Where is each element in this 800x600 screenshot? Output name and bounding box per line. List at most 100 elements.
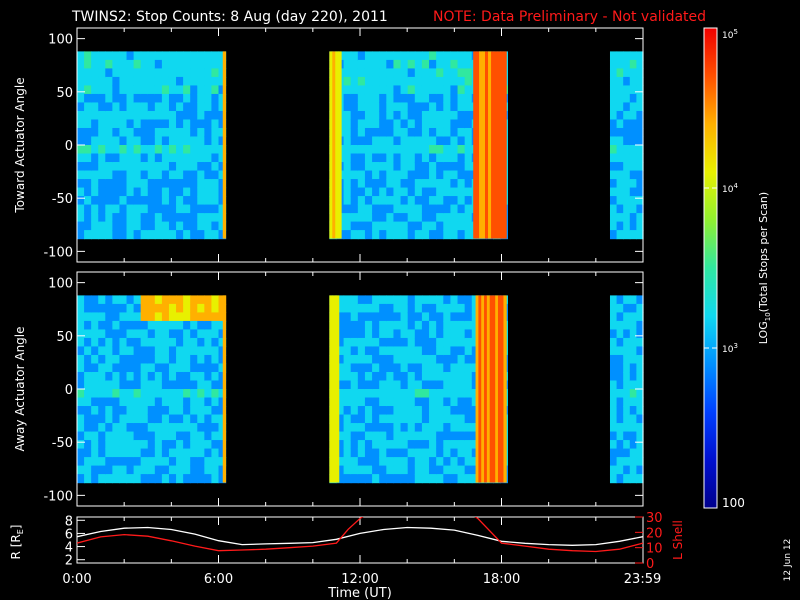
- heatmap-cell: [372, 127, 380, 138]
- heatmap-cell: [379, 337, 387, 348]
- heatmap-cell: [105, 414, 113, 424]
- heatmap-cell: [636, 448, 644, 458]
- heatmap-cell: [112, 474, 121, 484]
- heatmap-cell: [176, 448, 184, 458]
- heatmap-cell: [393, 423, 402, 433]
- heatmap-cell: [119, 474, 128, 484]
- heatmap-cell: [183, 196, 191, 206]
- heatmap-cell: [183, 68, 191, 78]
- heatmap-cell: [623, 320, 631, 331]
- heatmap-cell: [350, 76, 359, 87]
- heatmap-cell: [176, 346, 184, 356]
- x-tick-label: 18:00: [483, 572, 520, 587]
- heatmap-cell: [204, 145, 213, 155]
- heatmap-cell: [161, 119, 170, 129]
- heatmap-cell: [77, 389, 85, 399]
- heatmap-cell: [105, 465, 113, 475]
- radius-line: [77, 526, 643, 546]
- heatmap-cell: [91, 312, 99, 322]
- heatmap-cell: [464, 213, 473, 223]
- heatmap-cell: [364, 389, 373, 399]
- heatmap-cell: [436, 85, 444, 95]
- heatmap-cell: [336, 457, 345, 467]
- heatmap-cell: [393, 448, 402, 458]
- heatmap-cell: [105, 431, 113, 441]
- heatmap-cell: [183, 187, 191, 197]
- heatmap-cell: [629, 371, 637, 382]
- heatmap-cell: [623, 221, 631, 231]
- heatmap-cell: [176, 354, 184, 365]
- heatmap-cell: [443, 213, 452, 223]
- colorbar-label-suffix: (Total Stops per Scan): [757, 192, 770, 313]
- heatmap-cell: [336, 363, 345, 373]
- heatmap-cell: [372, 145, 380, 155]
- heatmap-cell: [372, 230, 380, 240]
- heatmap-cell: [464, 196, 473, 206]
- heatmap-cell: [91, 337, 99, 348]
- heatmap-cell: [379, 329, 387, 339]
- r-axis-label-sub: E: [16, 529, 25, 534]
- heatmap-cell: [414, 337, 423, 348]
- heatmap-cell: [147, 397, 156, 407]
- heatmap-cell: [450, 85, 459, 95]
- heatmap-cell: [147, 221, 156, 231]
- heatmap-cell: [112, 414, 121, 424]
- heatmap-cell: [84, 465, 92, 475]
- heatmap-cell: [436, 76, 444, 87]
- heatmap-cell: [364, 474, 373, 484]
- heatmap-cell: [91, 440, 99, 450]
- heatmap-cell: [197, 68, 205, 78]
- heatmap-cell: [393, 440, 402, 450]
- heatmap-cell: [105, 346, 113, 356]
- heatmap-cell: [379, 354, 387, 365]
- heatmap-cell: [119, 448, 128, 458]
- heatmap-cell: [84, 346, 92, 356]
- heatmap-cell: [154, 51, 163, 61]
- heatmap-cell: [457, 170, 466, 180]
- heatmap-cell: [147, 320, 156, 331]
- heatmap-cell: [84, 51, 92, 61]
- heatmap-cell: [91, 110, 99, 121]
- heatmap-cell: [379, 440, 387, 450]
- heatmap-hot-band: [222, 295, 227, 483]
- heatmap-cell: [357, 153, 366, 163]
- heatmap-cell: [609, 93, 618, 104]
- heatmap-cell: [379, 196, 387, 206]
- heatmap-cell: [161, 204, 170, 214]
- heatmap-cell: [190, 414, 198, 424]
- heatmap-cell: [623, 85, 631, 95]
- heatmap-cell: [218, 312, 227, 322]
- heatmap-cell: [636, 457, 644, 467]
- heatmap-hot-band: [497, 295, 502, 483]
- heatmap-cell: [407, 465, 416, 475]
- heatmap-cell: [464, 102, 473, 112]
- heatmap-cell: [140, 465, 149, 475]
- heatmap-cell: [91, 354, 99, 365]
- heatmap-cell: [161, 110, 170, 121]
- heatmap-cell: [190, 389, 198, 399]
- heatmap-cell: [609, 363, 618, 373]
- heatmap-cell: [429, 389, 437, 399]
- heatmap-cell: [421, 295, 430, 305]
- heatmap-cell: [436, 397, 444, 407]
- heatmap-cell: [623, 406, 631, 416]
- heatmap-cell: [190, 371, 198, 382]
- heatmap-cell: [372, 59, 380, 70]
- heatmap-cell: [400, 102, 409, 112]
- heatmap-cell: [161, 346, 170, 356]
- heatmap-cell: [91, 448, 99, 458]
- heatmap-cell: [126, 102, 135, 112]
- heatmap-cell: [204, 389, 213, 399]
- heatmap-cell: [457, 303, 466, 314]
- heatmap-cell: [91, 196, 99, 206]
- heatmap-cell: [98, 389, 106, 399]
- heatmap-cell: [168, 295, 177, 305]
- heatmap-cell: [77, 329, 85, 339]
- heatmap-cell: [386, 440, 395, 450]
- heatmap-cell: [464, 423, 473, 433]
- y2-tick-label: 20: [646, 526, 663, 541]
- heatmap-cell: [407, 346, 416, 356]
- heatmap-cell: [364, 85, 373, 95]
- heatmap-cell: [436, 329, 444, 339]
